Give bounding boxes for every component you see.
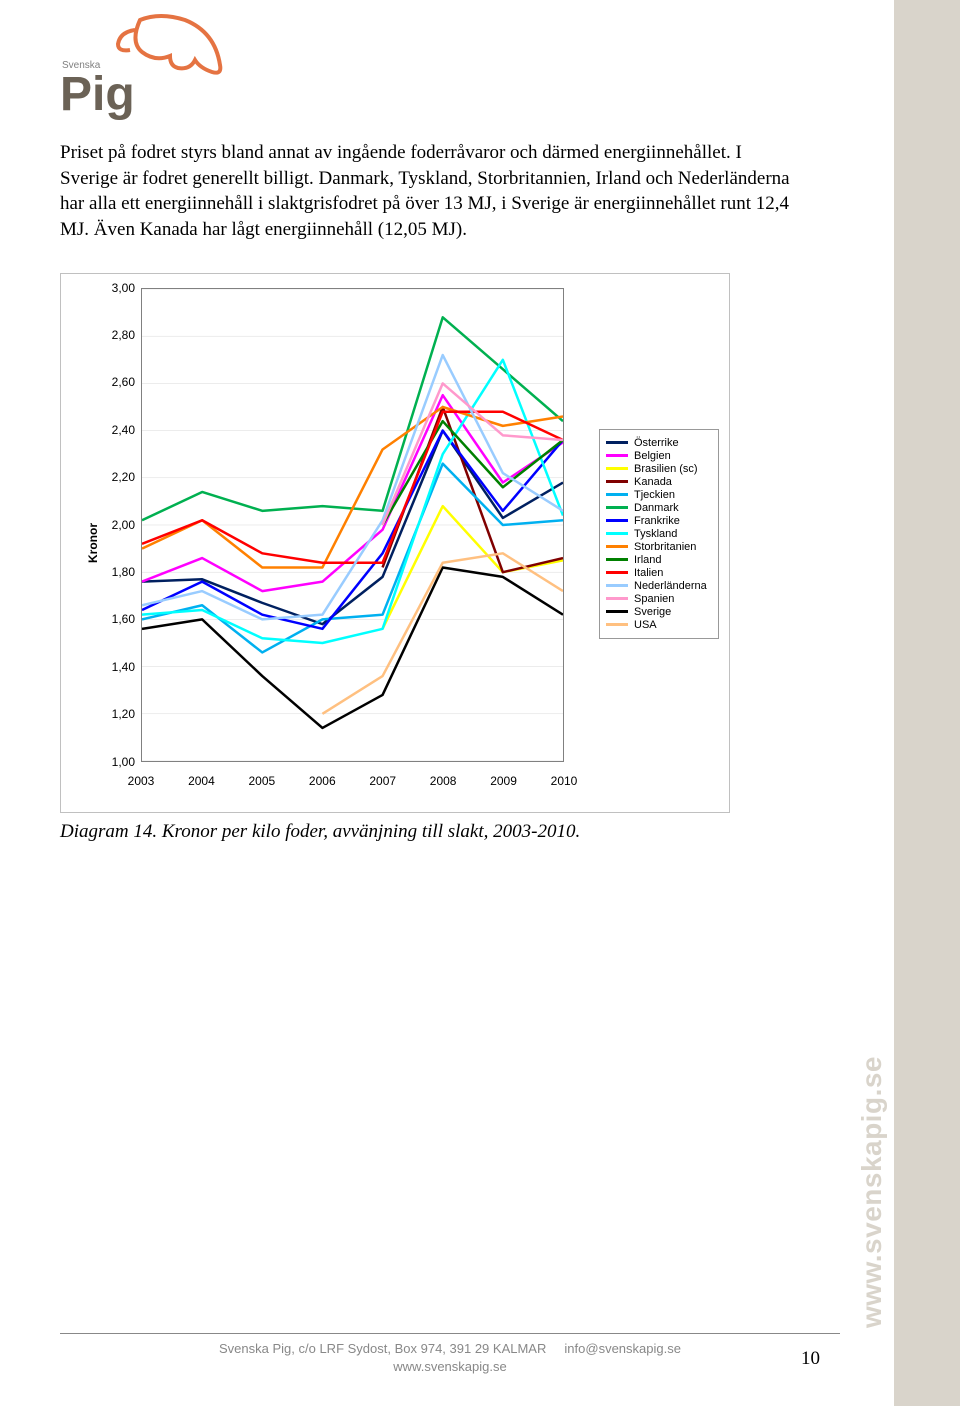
y-tick-label: 2,80: [101, 328, 135, 342]
legend-label: Tjeckien: [634, 489, 675, 501]
series-line: [142, 407, 563, 567]
legend-label: Kanada: [634, 476, 672, 488]
legend-item: Frankrike: [606, 515, 712, 527]
y-axis-ticks: 1,001,201,401,601,802,002,202,402,602,80…: [101, 288, 139, 762]
chart-legend: ÖsterrikeBelgienBrasilien (sc)KanadaTjec…: [599, 429, 719, 639]
x-axis-ticks: 20032004200520062007200820092010: [141, 774, 564, 794]
x-tick-label: 2007: [369, 774, 396, 788]
legend-swatch: [606, 441, 628, 444]
y-tick-label: 2,20: [101, 470, 135, 484]
legend-label: USA: [634, 619, 657, 631]
footer-email: info@svenskapig.se: [564, 1341, 681, 1356]
x-tick-label: 2006: [309, 774, 336, 788]
legend-item: Nederländerna: [606, 580, 712, 592]
logo-big-text: Pig: [60, 68, 135, 120]
legend-item: Tyskland: [606, 528, 712, 540]
footer-url: www.svenskapig.se: [393, 1359, 506, 1374]
series-line: [142, 430, 563, 624]
legend-label: Nederländerna: [634, 580, 707, 592]
y-tick-label: 2,40: [101, 423, 135, 437]
legend-item: Tjeckien: [606, 489, 712, 501]
legend-label: Sverige: [634, 606, 671, 618]
right-margin-url: www.svenskapig.se: [856, 1056, 888, 1328]
y-tick-label: 2,00: [101, 518, 135, 532]
legend-label: Brasilien (sc): [634, 463, 698, 475]
legend-swatch: [606, 623, 628, 626]
y-tick-label: 1,40: [101, 660, 135, 674]
legend-swatch: [606, 597, 628, 600]
legend-label: Irland: [634, 554, 662, 566]
legend-item: Österrike: [606, 437, 712, 449]
legend-swatch: [606, 558, 628, 561]
legend-swatch: [606, 506, 628, 509]
footer-address: Svenska Pig, c/o LRF Sydost, Box 974, 39…: [219, 1341, 546, 1356]
x-tick-label: 2008: [430, 774, 457, 788]
legend-label: Italien: [634, 567, 663, 579]
legend-label: Frankrike: [634, 515, 680, 527]
footer-rule: [60, 1333, 840, 1334]
chart-svg: [142, 289, 563, 761]
legend-label: Österrike: [634, 437, 679, 449]
chart-caption: Diagram 14. Kronor per kilo foder, avvän…: [60, 821, 900, 843]
page-number: 10: [801, 1348, 820, 1370]
y-tick-label: 1,00: [101, 755, 135, 769]
legend-item: Spanien: [606, 593, 712, 605]
legend-swatch: [606, 519, 628, 522]
legend-label: Storbritanien: [634, 541, 696, 553]
legend-swatch: [606, 467, 628, 470]
y-tick-label: 1,80: [101, 565, 135, 579]
legend-swatch: [606, 454, 628, 457]
legend-label: Danmark: [634, 502, 679, 514]
x-tick-label: 2004: [188, 774, 215, 788]
legend-item: Danmark: [606, 502, 712, 514]
y-tick-label: 2,60: [101, 375, 135, 389]
page-content: Svenska Pig Priset på fodret styrs bland…: [0, 0, 960, 843]
legend-swatch: [606, 584, 628, 587]
legend-item: Irland: [606, 554, 712, 566]
y-tick-label: 1,60: [101, 612, 135, 626]
brand-logo: Svenska Pig: [60, 10, 240, 120]
legend-swatch: [606, 610, 628, 613]
legend-swatch: [606, 545, 628, 548]
intro-paragraph: Priset på fodret styrs bland annat av in…: [60, 140, 800, 243]
legend-swatch: [606, 480, 628, 483]
x-tick-label: 2009: [490, 774, 517, 788]
chart-plot-area: [141, 288, 564, 762]
legend-item: USA: [606, 619, 712, 631]
legend-swatch: [606, 571, 628, 574]
y-tick-label: 3,00: [101, 281, 135, 295]
x-tick-label: 2010: [551, 774, 578, 788]
page-footer: Svenska Pig, c/o LRF Sydost, Box 974, 39…: [60, 1333, 840, 1376]
y-tick-label: 1,20: [101, 707, 135, 721]
chart-container: Kronor 1,00 1,20 1,40 1,60 1,80 2,00 2,20 2,40 2…: [60, 273, 730, 813]
legend-swatch: [606, 532, 628, 535]
legend-item: Storbritanien: [606, 541, 712, 553]
legend-item: Sverige: [606, 606, 712, 618]
legend-item: Brasilien (sc): [606, 463, 712, 475]
legend-item: Italien: [606, 567, 712, 579]
x-tick-label: 2003: [128, 774, 155, 788]
legend-label: Spanien: [634, 593, 674, 605]
footer-text: Svenska Pig, c/o LRF Sydost, Box 974, 39…: [60, 1340, 840, 1376]
x-tick-label: 2005: [248, 774, 275, 788]
series-line: [383, 506, 563, 629]
y-axis-label: Kronor: [86, 523, 100, 563]
series-line: [142, 317, 563, 520]
legend-item: Belgien: [606, 450, 712, 462]
legend-item: Kanada: [606, 476, 712, 488]
legend-label: Belgien: [634, 450, 671, 462]
legend-label: Tyskland: [634, 528, 677, 540]
legend-swatch: [606, 493, 628, 496]
